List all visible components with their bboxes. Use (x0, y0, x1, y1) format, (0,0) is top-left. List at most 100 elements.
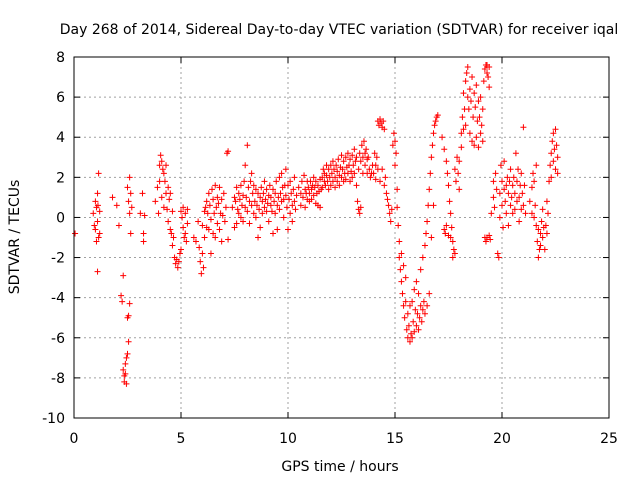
data-point (449, 238, 456, 245)
data-point (553, 142, 560, 149)
data-point (314, 182, 321, 189)
data-point (197, 258, 204, 265)
data-point (387, 218, 394, 225)
data-point (247, 178, 254, 185)
data-point (347, 156, 354, 163)
data-point (120, 272, 127, 279)
data-point (225, 148, 232, 155)
data-point (331, 166, 338, 173)
data-point (199, 250, 206, 257)
data-point (510, 174, 517, 181)
data-point (265, 218, 272, 225)
data-point (513, 198, 520, 205)
data-point (209, 186, 216, 193)
data-point (240, 192, 247, 199)
data-point (155, 210, 162, 217)
data-point (95, 234, 102, 241)
data-point (550, 158, 557, 165)
data-point (92, 226, 99, 233)
data-point (280, 196, 287, 203)
data-point (372, 176, 379, 183)
data-point (166, 196, 173, 203)
x-tick-label: 15 (386, 431, 404, 447)
data-point (192, 238, 199, 245)
data-point (424, 218, 431, 225)
data-point (417, 302, 424, 309)
data-point (235, 210, 242, 217)
data-point (276, 174, 283, 181)
data-point (532, 202, 539, 209)
data-point (456, 158, 463, 165)
data-point (547, 162, 554, 169)
data-point (506, 178, 513, 185)
data-point (504, 174, 511, 181)
data-point (213, 204, 220, 211)
data-point (443, 158, 450, 165)
data-point (312, 178, 319, 185)
data-point (474, 118, 481, 125)
data-point (276, 206, 283, 213)
data-point (317, 204, 324, 211)
data-point (295, 184, 302, 191)
data-point (388, 206, 395, 213)
y-tick-label: -6 (51, 331, 65, 347)
data-point (249, 190, 256, 197)
data-point (334, 178, 341, 185)
data-point (273, 178, 280, 185)
data-point (263, 186, 270, 193)
data-point (505, 222, 512, 229)
data-point (245, 184, 252, 191)
data-point (327, 182, 334, 189)
data-point (479, 138, 486, 145)
data-point (394, 186, 401, 193)
data-point (299, 194, 306, 201)
data-point (450, 246, 457, 253)
data-point (467, 98, 474, 105)
chart-title: Day 268 of 2014, Sidereal Day-to-day VTE… (60, 22, 618, 38)
data-point (481, 66, 488, 73)
data-point (126, 210, 133, 217)
data-point (267, 194, 274, 201)
data-point (396, 238, 403, 245)
data-point (184, 220, 191, 227)
data-point (507, 166, 514, 173)
y-tick-label: 8 (56, 50, 65, 66)
data-point (349, 174, 356, 181)
data-point (161, 178, 168, 185)
data-point (511, 206, 518, 213)
data-point (156, 162, 163, 169)
data-point (409, 298, 416, 305)
data-point (537, 230, 544, 237)
data-point (447, 210, 454, 217)
data-point (359, 154, 366, 161)
data-point (528, 210, 535, 217)
data-point (310, 192, 317, 199)
data-point (180, 224, 187, 231)
data-point (125, 338, 132, 345)
data-point (328, 170, 335, 177)
data-point (397, 266, 404, 273)
data-point (293, 192, 300, 199)
data-point (338, 152, 345, 159)
data-point (394, 204, 401, 211)
data-point (476, 114, 483, 121)
data-point (251, 198, 258, 205)
data-point (357, 158, 364, 165)
x-tick-label: 20 (493, 431, 511, 447)
data-point (447, 234, 454, 241)
data-point (325, 166, 332, 173)
data-point (268, 208, 275, 215)
data-point (430, 130, 437, 137)
data-point (543, 198, 550, 205)
data-point (421, 310, 428, 317)
data-point (513, 178, 520, 185)
data-point (327, 162, 334, 169)
data-point (471, 142, 478, 149)
data-point (552, 166, 559, 173)
data-point (308, 196, 315, 203)
data-point (259, 198, 266, 205)
data-point (261, 178, 268, 185)
data-point (310, 174, 317, 181)
data-point (432, 118, 439, 125)
data-point (237, 182, 244, 189)
